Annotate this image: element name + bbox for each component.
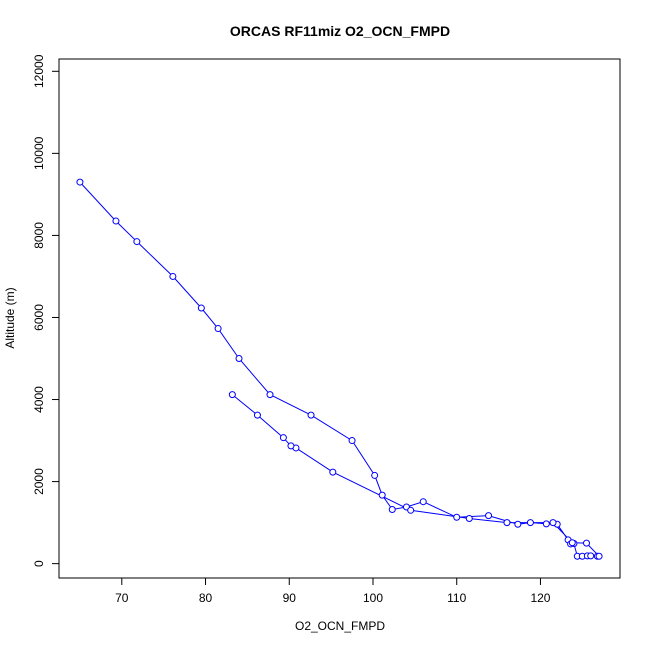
data-point xyxy=(76,178,84,186)
data-point xyxy=(228,391,236,399)
y-axis-label: Altitude (m) xyxy=(3,287,17,348)
data-point xyxy=(348,437,356,445)
x-tick-label: 110 xyxy=(447,591,466,605)
data-point xyxy=(388,505,396,513)
data-point xyxy=(419,498,427,506)
x-tick-label: 120 xyxy=(530,591,550,605)
y-tick-label: 6000 xyxy=(32,304,46,331)
data-point xyxy=(453,513,461,521)
y-tick-label: 10000 xyxy=(32,136,46,170)
x-tick-label: 90 xyxy=(283,591,297,605)
series-points xyxy=(76,178,603,560)
data-point xyxy=(583,539,591,547)
data-point xyxy=(568,539,576,547)
data-point xyxy=(465,515,473,523)
data-point xyxy=(266,391,274,399)
x-axis: 70 80 90 100 110 120 xyxy=(115,577,551,605)
plot-frame xyxy=(58,58,621,579)
data-point xyxy=(407,506,415,514)
data-point xyxy=(214,325,222,333)
data-point xyxy=(329,468,337,476)
data-point xyxy=(371,471,379,479)
y-tick-label: 2000 xyxy=(32,468,46,495)
data-point xyxy=(595,552,603,560)
data-point xyxy=(169,272,177,280)
x-tick-label: 100 xyxy=(363,591,383,605)
y-tick-label: 8000 xyxy=(32,222,46,249)
data-point xyxy=(133,238,141,246)
data-point xyxy=(503,519,511,527)
x-tick-label: 70 xyxy=(115,591,129,605)
series-line xyxy=(79,181,601,557)
data-point xyxy=(287,442,295,450)
data-point xyxy=(542,520,550,528)
data-point xyxy=(197,304,205,312)
data-point xyxy=(485,512,493,520)
data-point xyxy=(235,355,243,363)
data-point xyxy=(514,520,522,528)
data-point xyxy=(378,491,386,499)
data-point xyxy=(526,519,534,527)
data-point xyxy=(587,552,595,560)
data-point xyxy=(112,217,120,225)
x-axis-label: O2_OCN_FMPD xyxy=(295,619,385,633)
y-tick-label: 0 xyxy=(32,560,46,567)
data-point xyxy=(279,434,287,442)
x-tick-label: 80 xyxy=(199,591,213,605)
y-tick-label: 12000 xyxy=(32,54,46,88)
data-point xyxy=(307,411,315,419)
data-point xyxy=(253,411,261,419)
data-point xyxy=(549,519,557,527)
y-tick-label: 4000 xyxy=(32,386,46,413)
y-axis: 0 2000 4000 6000 8000 10000 12000 xyxy=(32,54,60,567)
chart-title: ORCAS RF11miz O2_OCN_FMPD xyxy=(230,23,450,39)
